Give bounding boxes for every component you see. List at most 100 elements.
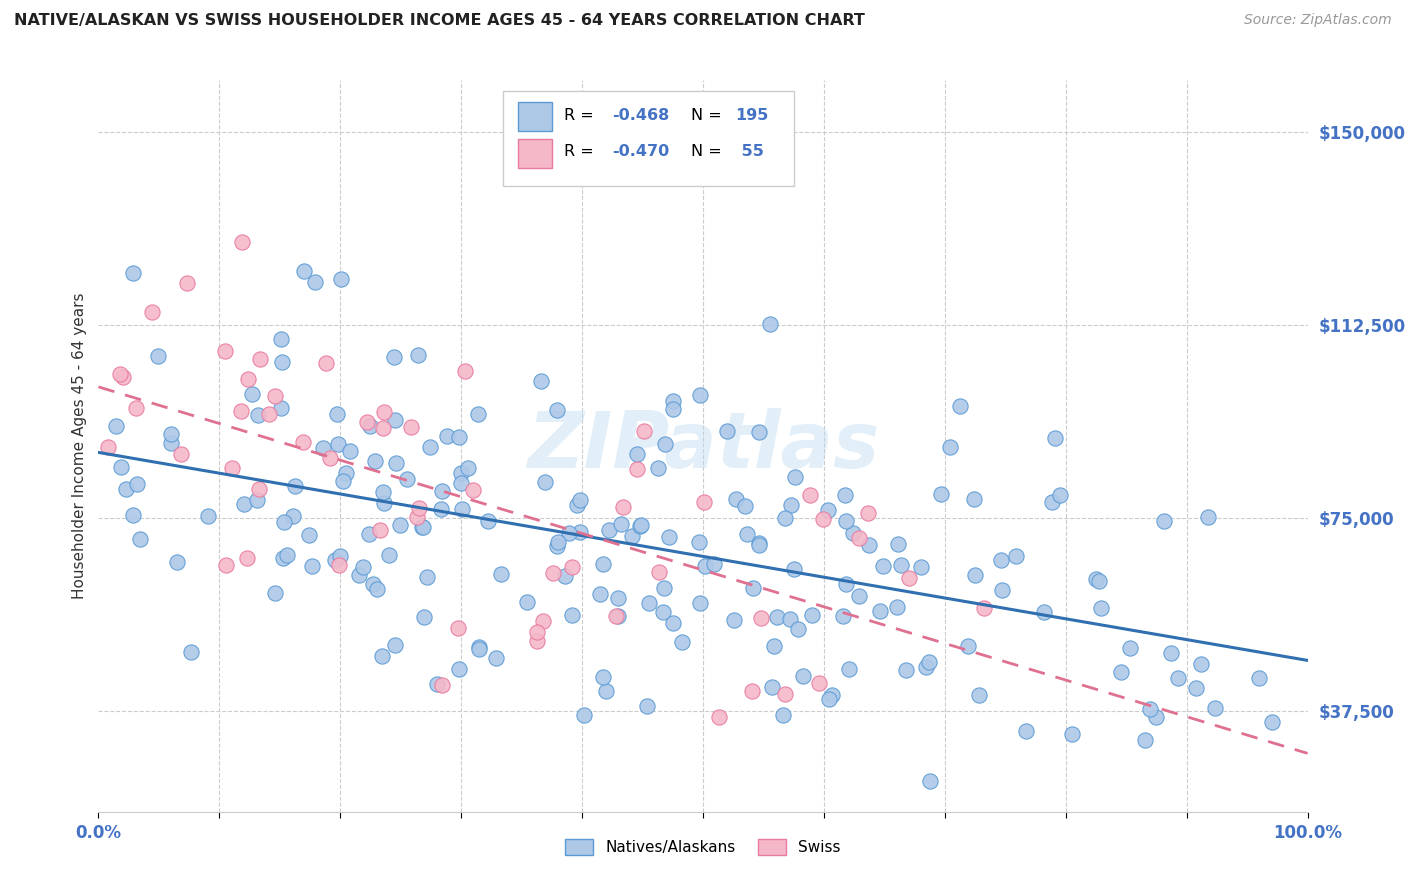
Point [1144,710,1167,724]
Point [716,424,738,438]
Point [215,558,238,572]
FancyBboxPatch shape [517,139,553,168]
Point [991,582,1014,597]
Point [229,403,252,417]
Point [647,565,669,579]
Point [1090,601,1112,615]
Point [963,568,986,582]
Point [633,424,655,438]
Point [929,487,952,501]
Point [841,525,863,540]
FancyBboxPatch shape [503,91,793,186]
Point [748,425,770,439]
Point [671,635,693,649]
Point [749,611,772,625]
Point [957,639,980,653]
Text: -0.470: -0.470 [613,145,669,160]
Point [1084,572,1107,586]
Point [773,511,796,525]
Text: N =: N = [690,145,727,160]
Point [638,596,661,610]
Point [612,500,634,515]
Point [636,699,658,714]
Point [918,774,941,789]
Text: ZIPatlas: ZIPatlas [527,408,879,484]
Point [967,688,990,702]
Point [541,566,564,580]
Point [848,589,870,603]
Point [378,548,401,562]
Point [110,367,132,381]
Point [273,515,295,529]
Text: NATIVE/ALASKAN VS SWISS HOUSEHOLDER INCOME AGES 45 - 64 YEARS CORRELATION CHART: NATIVE/ALASKAN VS SWISS HOUSEHOLDER INCO… [14,13,865,29]
Point [231,235,253,249]
Point [301,559,323,574]
Point [406,510,429,524]
Point [821,688,844,702]
Point [799,488,821,502]
Point [761,680,783,694]
Point [592,557,614,571]
Point [454,364,477,378]
Point [430,501,453,516]
Point [328,558,350,572]
Point [567,499,589,513]
Point [834,488,856,502]
Point [560,607,582,622]
Point [110,459,132,474]
Point [1015,724,1038,739]
Point [371,421,394,435]
Point [121,266,143,280]
Point [270,332,292,346]
Point [811,512,834,526]
Point [332,474,354,488]
Text: N =: N = [690,108,727,123]
Point [1109,665,1132,679]
Point [363,454,385,468]
Text: R =: R = [564,145,599,160]
Point [688,535,710,549]
Point [835,514,858,528]
Point [312,441,335,455]
Point [318,450,340,465]
Point [801,607,824,622]
Point [449,430,471,444]
Point [432,483,454,498]
Point [689,596,711,610]
Point [886,600,908,615]
Point [595,684,617,698]
Point [264,389,287,403]
Point [526,633,548,648]
Point [1049,488,1071,502]
Point [148,349,170,363]
Point [122,508,145,523]
Point [1249,672,1271,686]
Point [238,371,260,385]
Point [361,577,384,591]
Point [546,403,568,417]
Point [298,528,321,542]
Point [568,492,591,507]
Point [662,402,685,417]
Point [1204,700,1226,714]
Point [112,370,135,384]
Point [734,499,756,513]
Point [725,491,748,506]
Point [328,437,350,451]
Point [166,555,188,569]
Point [129,532,152,546]
Point [654,437,676,451]
Point [949,399,972,413]
Point [1260,715,1282,730]
Point [406,348,429,362]
Point [382,350,405,364]
Point [236,551,259,566]
Y-axis label: Householder Income Ages 45 - 64 years: Householder Income Ages 45 - 64 years [72,293,87,599]
Point [915,660,938,674]
Point [939,440,962,454]
Point [547,535,569,549]
Point [1197,510,1219,524]
Point [436,429,458,443]
Point [748,535,770,549]
Point [835,577,858,591]
